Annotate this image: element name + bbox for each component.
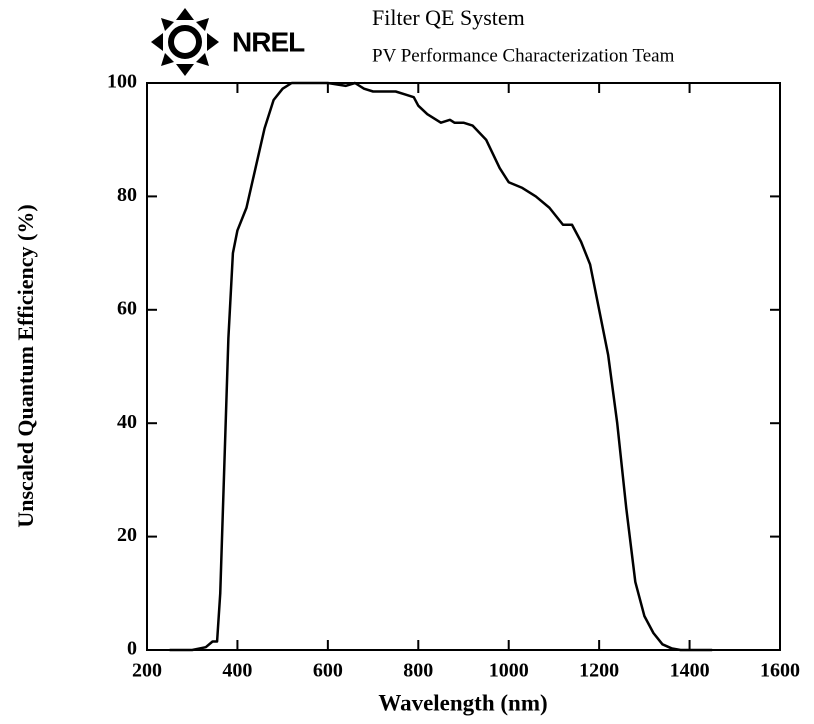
- x-tick-label: 1600: [760, 660, 800, 682]
- y-tick-label: 40: [117, 411, 137, 433]
- logo-icon: [151, 8, 219, 76]
- logo: NREL: [232, 26, 305, 57]
- x-tick-label: 800: [403, 660, 433, 682]
- y-tick-label: 60: [117, 297, 137, 319]
- x-tick-label: 200: [132, 660, 162, 682]
- x-tick-label: 1200: [579, 660, 619, 682]
- chart-subtitle: PV Performance Characterization Team: [372, 45, 675, 66]
- y-tick-label: 100: [107, 71, 137, 93]
- x-tick-label: 400: [222, 660, 252, 682]
- x-tick-label: 1400: [670, 660, 710, 682]
- chart-title: Filter QE System: [372, 5, 525, 30]
- y-tick-label: 20: [117, 524, 137, 546]
- y-axis-label: Unscaled Quantum Efficiency (%): [13, 204, 38, 527]
- x-tick-label: 1000: [489, 660, 529, 682]
- x-axis-label: Wavelength (nm): [378, 690, 547, 715]
- plot-frame: [146, 82, 781, 651]
- x-tick-label: 600: [313, 660, 343, 682]
- data-line: [169, 81, 713, 652]
- y-tick-label: 80: [117, 184, 137, 206]
- y-tick-label: 0: [127, 638, 137, 660]
